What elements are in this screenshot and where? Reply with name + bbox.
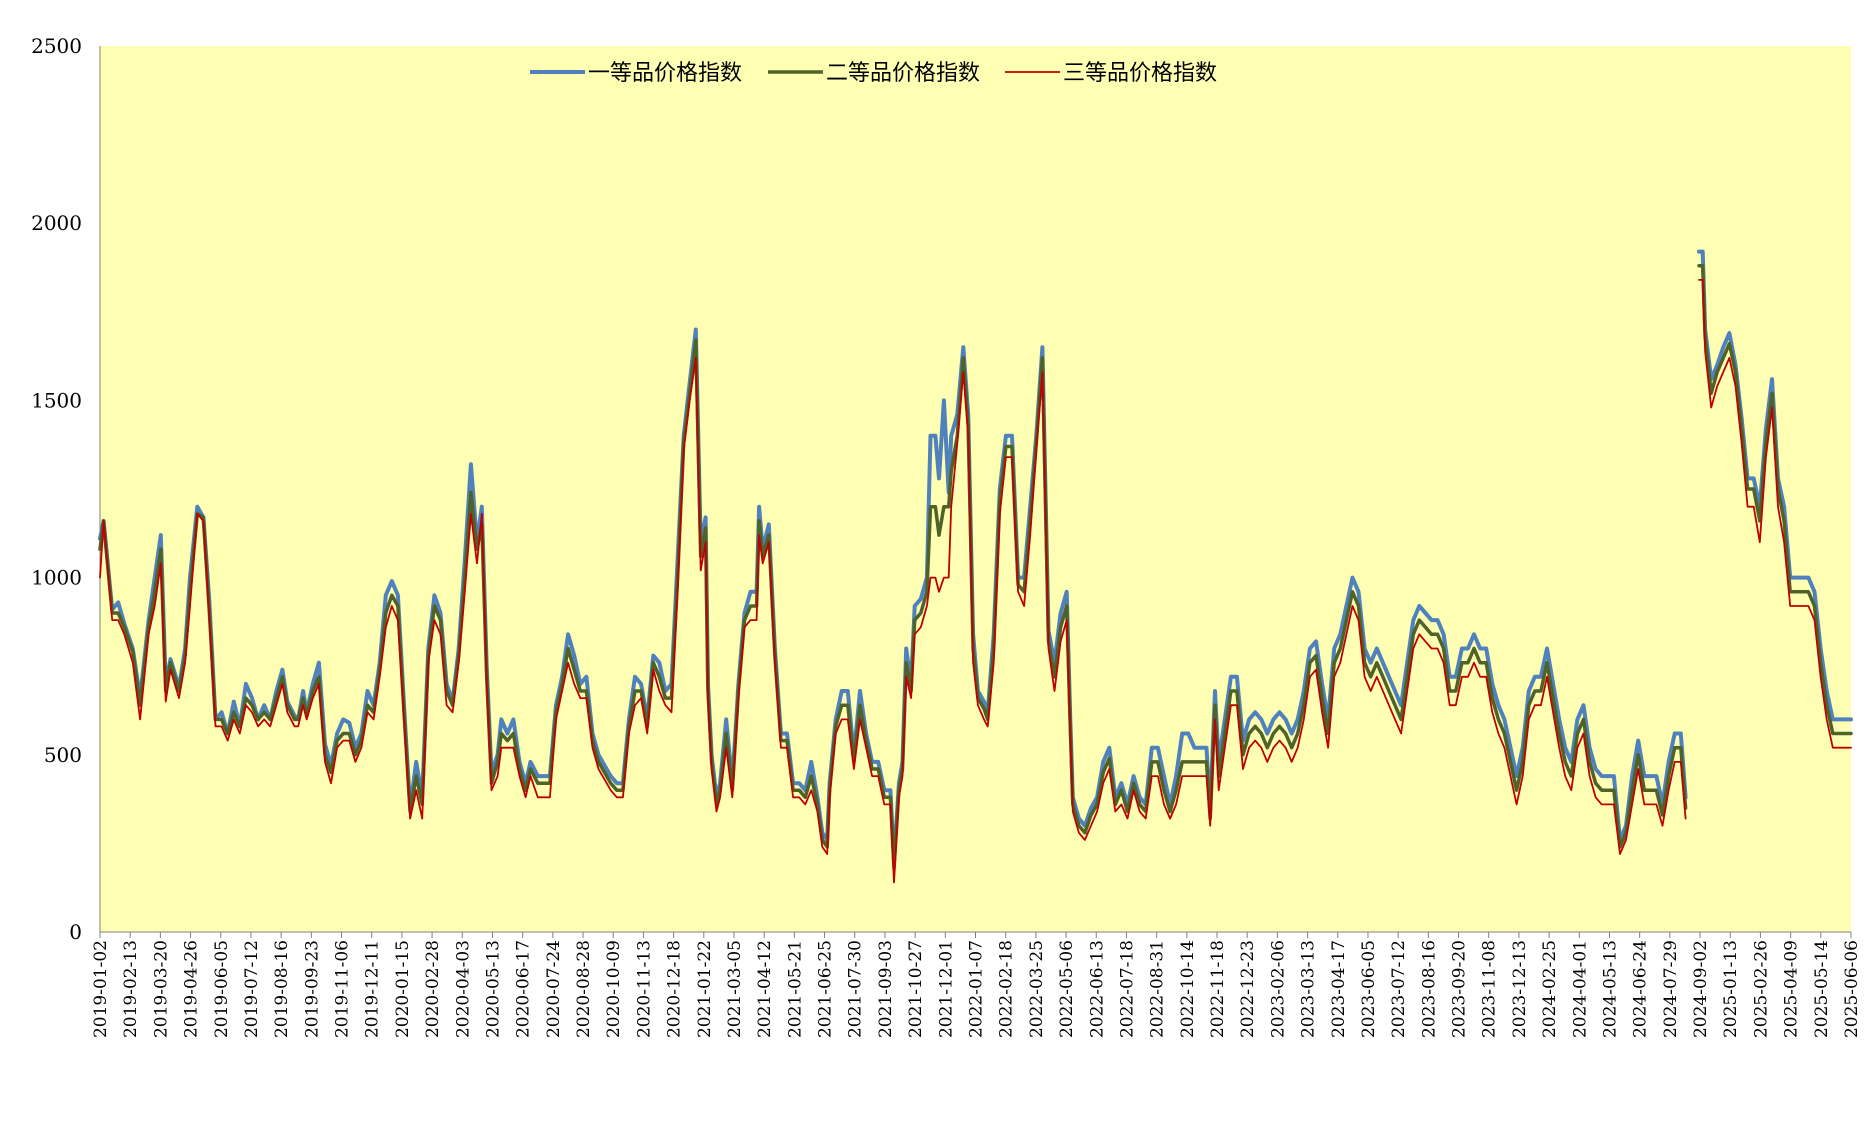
legend-label: 二等品价格指数 bbox=[826, 61, 980, 86]
x-tick-label: 2022-07-18 bbox=[1117, 940, 1137, 1038]
x-tick-label: 2020-01-15 bbox=[393, 940, 413, 1038]
x-tick-label: 2023-07-12 bbox=[1389, 940, 1409, 1038]
x-tick-label: 2020-04-03 bbox=[453, 940, 473, 1038]
x-tick-label: 2025-01-13 bbox=[1721, 940, 1741, 1038]
legend: 一等品价格指数 二等品价格指数 三等品价格指数 bbox=[530, 61, 1217, 86]
x-axis: 2019-01-02 2019-02-13 2019-03-20 2019-04-26… bbox=[91, 931, 1862, 1038]
x-tick-label: 2023-04-17 bbox=[1329, 940, 1349, 1038]
x-tick-label: 2023-12-13 bbox=[1510, 940, 1530, 1038]
x-tick-label: 2022-12-23 bbox=[1238, 940, 1258, 1038]
x-tick-label: 2025-04-09 bbox=[1782, 940, 1802, 1038]
x-tick-label: 2022-02-18 bbox=[997, 940, 1017, 1038]
x-tick-label: 2023-03-13 bbox=[1299, 940, 1319, 1038]
x-tick-label: 2020-02-28 bbox=[423, 940, 443, 1038]
x-tick-label: 2022-06-13 bbox=[1087, 940, 1107, 1038]
y-tick-label: 1500 bbox=[31, 388, 82, 412]
x-tick-label: 2020-06-17 bbox=[514, 940, 534, 1038]
x-tick-label: 2019-06-05 bbox=[212, 940, 232, 1038]
x-tick-label: 2021-04-12 bbox=[755, 940, 775, 1038]
x-tick-label: 2020-10-09 bbox=[604, 940, 624, 1038]
x-tick-label: 2021-12-01 bbox=[936, 940, 956, 1038]
x-tick-label: 2020-08-28 bbox=[574, 940, 594, 1038]
x-tick-label: 2024-09-02 bbox=[1691, 940, 1711, 1038]
x-tick-label: 2019-07-12 bbox=[242, 940, 262, 1038]
y-tick-label: 500 bbox=[44, 743, 82, 767]
x-tick-label: 2024-07-29 bbox=[1661, 940, 1681, 1038]
y-axis: 0 500 1000 1500 2000 2500 bbox=[31, 34, 101, 944]
series-line bbox=[1698, 279, 1852, 749]
x-tick-label: 2022-01-07 bbox=[967, 940, 987, 1038]
x-tick-label: 2021-03-05 bbox=[725, 940, 745, 1038]
x-tick-label: 2019-11-06 bbox=[333, 940, 353, 1038]
x-tick-label: 2022-10-14 bbox=[1178, 940, 1198, 1038]
x-tick-label: 2020-05-13 bbox=[483, 940, 503, 1038]
x-tick-label: 2024-06-24 bbox=[1631, 940, 1651, 1038]
x-tick-label: 2024-04-01 bbox=[1570, 940, 1590, 1038]
y-tick-label: 2000 bbox=[31, 211, 82, 235]
x-tick-label: 2020-11-13 bbox=[634, 940, 654, 1038]
y-tick-label: 0 bbox=[69, 920, 82, 944]
x-tick-label: 2023-02-06 bbox=[1268, 940, 1288, 1038]
legend-label: 一等品价格指数 bbox=[588, 61, 742, 86]
series-line bbox=[98, 338, 1688, 870]
x-tick-label: 2019-02-13 bbox=[121, 940, 141, 1038]
x-tick-label: 2025-02-26 bbox=[1751, 940, 1771, 1038]
x-tick-label: 2025-06-06 bbox=[1842, 940, 1862, 1038]
x-tick-label: 2025-05-14 bbox=[1812, 940, 1832, 1038]
x-tick-label: 2019-04-26 bbox=[182, 940, 202, 1038]
x-tick-label: 2024-02-25 bbox=[1540, 940, 1560, 1038]
legend-label: 三等品价格指数 bbox=[1063, 61, 1217, 86]
x-tick-label: 2019-03-20 bbox=[151, 940, 171, 1038]
x-tick-label: 2022-08-31 bbox=[1148, 940, 1168, 1038]
x-tick-label: 2023-09-20 bbox=[1450, 940, 1470, 1038]
x-tick-label: 2022-03-25 bbox=[1027, 940, 1047, 1038]
series-3 bbox=[99, 279, 1852, 884]
plot-background bbox=[100, 46, 1851, 932]
x-tick-label: 2022-05-06 bbox=[1057, 940, 1077, 1038]
series-line bbox=[99, 357, 1687, 884]
x-tick-label: 2021-06-25 bbox=[816, 940, 836, 1038]
x-tick-label: 2021-09-03 bbox=[876, 940, 896, 1038]
x-tick-label: 2022-11-18 bbox=[1208, 940, 1228, 1038]
x-tick-label: 2019-09-23 bbox=[302, 940, 322, 1038]
x-tick-label: 2023-11-08 bbox=[1480, 940, 1500, 1038]
x-tick-label: 2020-07-24 bbox=[544, 940, 564, 1038]
x-tick-label: 2020-12-18 bbox=[665, 940, 685, 1038]
x-tick-label: 2024-05-13 bbox=[1600, 940, 1620, 1038]
series-2 bbox=[98, 263, 1853, 870]
x-tick-label: 2019-12-11 bbox=[363, 940, 383, 1038]
y-tick-label: 1000 bbox=[31, 566, 82, 590]
x-tick-label: 2021-01-22 bbox=[695, 940, 715, 1038]
x-tick-label: 2021-07-30 bbox=[846, 940, 866, 1038]
x-tick-label: 2021-10-27 bbox=[906, 940, 926, 1038]
x-tick-label: 2021-05-21 bbox=[785, 940, 805, 1038]
x-tick-label: 2019-08-16 bbox=[272, 940, 292, 1038]
x-tick-label: 2023-06-05 bbox=[1359, 940, 1379, 1038]
series-line bbox=[1697, 263, 1853, 736]
x-tick-label: 2023-08-16 bbox=[1419, 940, 1439, 1038]
y-tick-label: 2500 bbox=[31, 34, 82, 58]
series-layer bbox=[98, 249, 1853, 884]
x-tick-label: 2019-01-02 bbox=[91, 940, 111, 1038]
